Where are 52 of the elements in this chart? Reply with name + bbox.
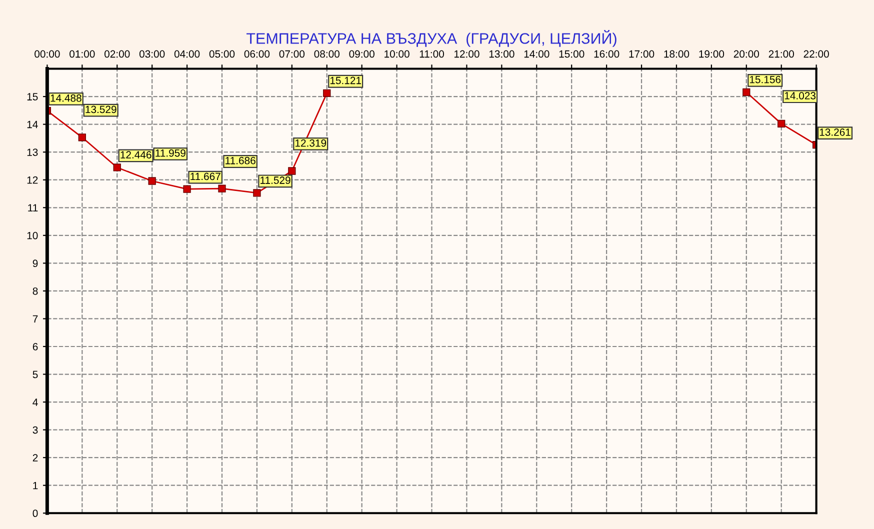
x-tick-label: 20:00 <box>734 50 760 58</box>
x-tick-label: 02:00 <box>104 50 130 58</box>
data-label: 11.686 <box>226 156 256 164</box>
y-tick-label: 8 <box>32 287 38 295</box>
x-tick-label: 13:00 <box>489 50 514 58</box>
x-tick-label: 04:00 <box>174 50 200 58</box>
y-tick-label: 7 <box>32 315 38 322</box>
x-tick-label: 07:00 <box>279 50 305 58</box>
data-label: 11.529 <box>260 176 290 184</box>
x-tick-label: 18:00 <box>664 50 690 58</box>
data-label: 14.488 <box>50 94 82 102</box>
y-tick-label: 9 <box>32 260 38 268</box>
y-tick-label: 12 <box>27 176 38 184</box>
data-label: 13.261 <box>820 128 850 136</box>
x-tick-label: 10:00 <box>384 50 410 58</box>
x-tick-label: 00:00 <box>34 50 60 58</box>
data-label: 12.319 <box>295 139 326 147</box>
x-tick-label: 17:00 <box>629 50 654 58</box>
y-tick-label: 10 <box>27 232 38 240</box>
x-tick-label: 01:00 <box>70 50 95 58</box>
y-tick-label: 0 <box>32 510 38 518</box>
y-tick-label: 2 <box>32 454 38 462</box>
data-label: 12.446 <box>120 151 152 158</box>
y-tick-label: 11 <box>28 204 38 212</box>
y-tick-label: 5 <box>32 370 38 378</box>
chart-title: ТЕМПЕРАТУРА НА ВЪЗДУХА (ГРАДУСИ, ЦЕЛЗИЙ) <box>246 30 616 47</box>
x-tick-label: 21:00 <box>768 50 794 58</box>
y-tick-label: 3 <box>32 426 38 434</box>
y-tick-label: 15 <box>27 93 38 100</box>
y-tick-label: 13 <box>27 148 38 156</box>
x-tick-label: 16:00 <box>594 50 620 58</box>
x-tick-label: 11:00 <box>420 50 444 58</box>
x-tick-label: 19:00 <box>699 50 724 58</box>
x-tick-label: 22:00 <box>804 50 829 58</box>
data-label: 14.023 <box>784 92 816 100</box>
x-tick-label: 14:00 <box>524 50 550 58</box>
data-label: 11.667 <box>190 172 220 180</box>
y-tick-label: 1 <box>33 482 38 490</box>
x-tick-label: 12:00 <box>454 50 480 58</box>
data-label: 11.959 <box>156 149 186 157</box>
data-label: 15.156 <box>750 76 781 84</box>
x-tick-label: 08:00 <box>314 50 340 58</box>
y-tick-label: 14 <box>27 120 38 128</box>
y-tick-label: 4 <box>32 398 38 406</box>
data-label: 15.121 <box>330 76 362 84</box>
x-tick-label: 15:00 <box>559 50 584 58</box>
x-tick-label: 05:00 <box>209 50 235 58</box>
x-tick-label: 06:00 <box>244 50 270 58</box>
data-label: 13.529 <box>86 106 116 114</box>
x-tick-label: 03:00 <box>139 50 165 58</box>
y-tick-label: 6 <box>32 342 38 350</box>
x-tick-label: 09:00 <box>349 50 374 58</box>
